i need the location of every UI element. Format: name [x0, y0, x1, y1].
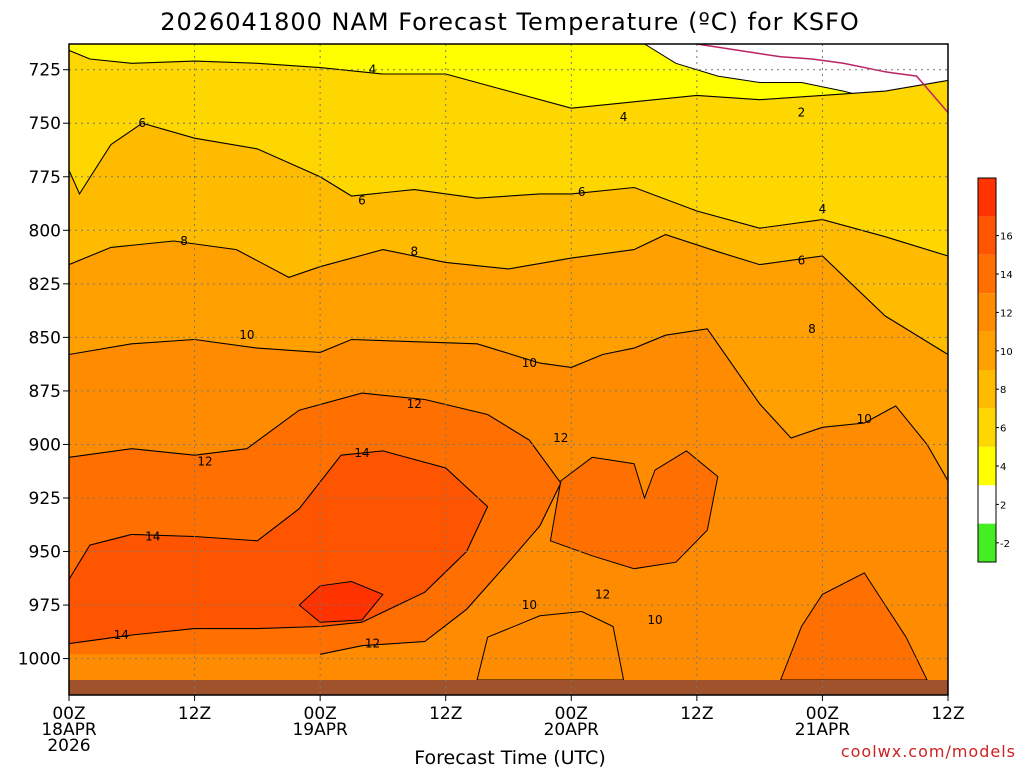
colorbar-swatch-2	[978, 446, 996, 486]
x-tick-label-48-0: 00Z	[555, 704, 588, 724]
colorbar-swatch-1	[978, 485, 996, 524]
y-tick-label-975: 975	[29, 596, 61, 616]
colorbar-border	[977, 177, 997, 563]
x-axis-label: Forecast Time (UTC)	[414, 747, 605, 768]
isotherm-4c	[69, 49, 948, 109]
y-tick-label-950: 950	[29, 543, 61, 563]
contour-label-18: 12	[553, 431, 568, 445]
contour-label-0: 4	[369, 63, 377, 77]
contour-label-22: 14	[145, 530, 160, 544]
contour-label-6: 6	[578, 185, 586, 199]
y-tick-label-850: 850	[29, 328, 61, 348]
x-tick-label-0-2: 2026	[47, 736, 90, 756]
colorbar-swatch-7	[978, 254, 996, 294]
contour-label-17: 12	[197, 455, 212, 469]
y-tick-label-800: 800	[29, 221, 61, 241]
x-tick-label-24-0: 00Z	[304, 704, 337, 724]
y-tick-label-725: 725	[29, 61, 61, 81]
contour-label-8: 8	[180, 234, 188, 248]
colorbar-swatch-9	[978, 178, 996, 217]
isotherm-8c	[69, 234, 948, 355]
contour-label-21: 14	[354, 446, 369, 460]
colorbar-legend: -2 2 4 6 8 10 12 14 16	[977, 177, 1013, 563]
colorbar-label-6: 12	[1000, 308, 1013, 319]
contour-label-5: 6	[358, 193, 366, 207]
warm-pocket-20apr	[549, 450, 719, 570]
x-tick-label-84-0: 12Z	[931, 704, 964, 724]
subfreezing-region	[643, 44, 948, 124]
colorbar-swatch-6	[978, 293, 996, 332]
contour-label-3: 2	[798, 106, 806, 120]
y-tick-label-750: 750	[29, 114, 61, 134]
colorbar-label-3: 6	[1000, 424, 1006, 435]
y-tick-label-925: 925	[29, 489, 61, 509]
isotherm-14c	[69, 450, 489, 645]
colorbar-label-5: 10	[1000, 347, 1013, 358]
colorbar-label-2: 4	[1000, 462, 1006, 473]
contour-label-10: 8	[808, 322, 816, 336]
contour-label-13: 10	[522, 598, 537, 612]
colorbar-label-4: 8	[1000, 385, 1006, 396]
x-tick-label-0-0: 00Z	[52, 704, 85, 724]
colorbar-label-8: 16	[1000, 232, 1013, 243]
x-tick-label-72-1: 21APR	[795, 720, 851, 740]
x-tick-label-48-1: 20APR	[544, 720, 600, 740]
contour-label-14: 10	[647, 613, 662, 627]
plot-border	[68, 43, 949, 696]
colorbar-label-7: 14	[1000, 270, 1013, 281]
y-tick-label-775: 775	[29, 168, 61, 188]
colorbar-swatch-0	[978, 523, 996, 562]
contour-label-15: 10	[857, 412, 872, 426]
plot-area: 4 4 4 2 6 6 6 6 8 8 8 10 10 10 10 10 12 12 12 12 12 14 14 14	[68, 43, 949, 696]
credit-text: coolwx.com/models	[841, 742, 1016, 761]
warm-pocket-surface-21apr	[779, 572, 928, 681]
ground-band	[69, 680, 948, 695]
colorbar-swatch-8	[978, 216, 996, 255]
contour-label-1: 4	[620, 110, 628, 124]
contour-label-9: 8	[411, 245, 419, 259]
freezing-line	[696, 44, 948, 113]
x-tick-label-36-0: 12Z	[429, 704, 462, 724]
x-tick-label-0-1: 18APR	[41, 720, 97, 740]
isotherm-12c	[69, 392, 562, 655]
contour-label-16: 12	[407, 397, 422, 411]
y-tick-label-1000: 1000	[18, 650, 61, 670]
contour-label-23: 14	[114, 628, 129, 642]
plot-content: 4 4 4 2 6 6 6 6 8 8 8 10 10 10 10 10 12 12 12 12 12 14 14 14	[69, 44, 948, 695]
x-tick-label-12-0: 12Z	[178, 704, 211, 724]
warm-pocket-surface-20apr	[476, 610, 625, 681]
contour-label-11: 10	[239, 328, 254, 342]
isotherm-6c	[69, 122, 948, 257]
colorbar-swatch-5	[978, 331, 996, 370]
temperature-band-14-16	[69, 450, 488, 644]
contour-label-4: 6	[138, 116, 146, 130]
colorbar-swatch-4	[978, 370, 996, 409]
contour-label-12: 10	[522, 356, 537, 370]
chart-title: 2026041800 NAM Forecast Temperature (ºC)…	[160, 8, 860, 36]
colorbar-label-1: 2	[1000, 500, 1006, 511]
y-tick-label-875: 875	[29, 382, 61, 402]
x-tick-label-24-1: 19APR	[292, 720, 348, 740]
y-tick-label-900: 900	[29, 435, 61, 455]
y-axis: 725 750 775 800 825 850 875 900 925 950 975 1000	[18, 61, 69, 670]
contour-label-19: 12	[595, 587, 610, 601]
x-tick-label-60-0: 12Z	[680, 704, 713, 724]
colorbar-swatch-3	[978, 408, 996, 447]
isotherm-10c	[69, 328, 948, 482]
contour-label-7: 6	[798, 253, 806, 267]
contour-label-20: 12	[365, 637, 380, 651]
x-tick-label-72-0: 00Z	[806, 704, 839, 724]
contour-label-2: 4	[819, 202, 827, 216]
colorbar-label-0: -2	[1000, 539, 1010, 550]
y-tick-label-825: 825	[29, 275, 61, 295]
